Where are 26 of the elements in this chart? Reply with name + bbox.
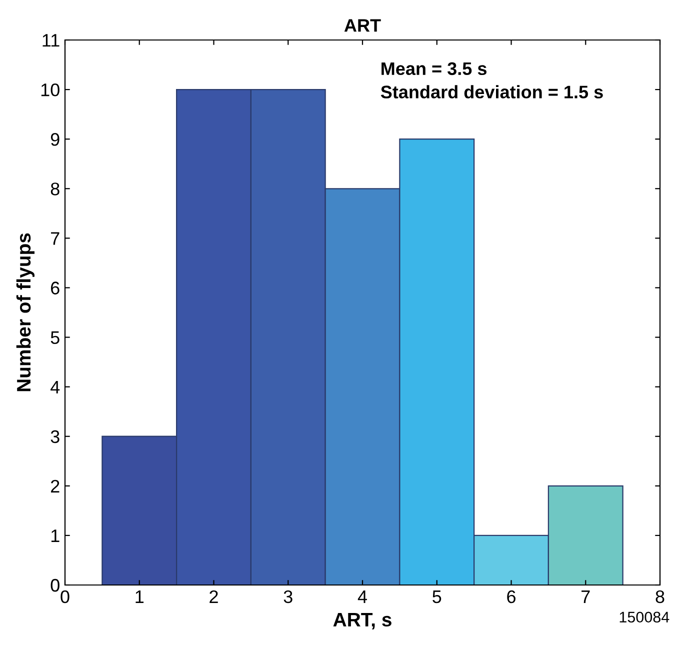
x-tick-label: 7 (582, 590, 590, 603)
y-tick-label: 4 (50, 380, 60, 394)
y-tick-label: 8 (50, 182, 60, 196)
y-tick-label: 1 (51, 530, 60, 542)
x-tick-label: 2 (210, 590, 218, 603)
x-tick-label: 1 (136, 590, 144, 603)
x-axis-title: ART, s (333, 612, 392, 630)
y-tick-label: 3 (50, 430, 60, 444)
y-tick-label: 11 (42, 34, 60, 47)
x-tick-label: 8 (656, 590, 664, 604)
y-tick-label: 2 (51, 480, 60, 492)
x-tick-label: 6 (507, 590, 516, 604)
y-tick-label: 9 (50, 133, 60, 146)
y-tick-label: 7 (51, 232, 60, 245)
x-tick-label: 3 (284, 590, 292, 604)
y-tick-label: 6 (51, 282, 60, 294)
x-tick-label: 5 (432, 590, 442, 604)
y-tick-label: 0 (50, 578, 60, 592)
y-axis-title: Number of flyups (16, 233, 34, 392)
y-tick-label: 5 (50, 331, 60, 344)
annotation: Mean = 3.5 s Standard deviation = 1.5 s (380, 62, 603, 98)
y-tick-label: 10 (41, 83, 60, 96)
x-tick-label: 0 (60, 590, 70, 604)
x-tick-label: 4 (358, 590, 367, 603)
text: 150084 (620, 612, 670, 623)
chart-title: ART (344, 19, 381, 32)
